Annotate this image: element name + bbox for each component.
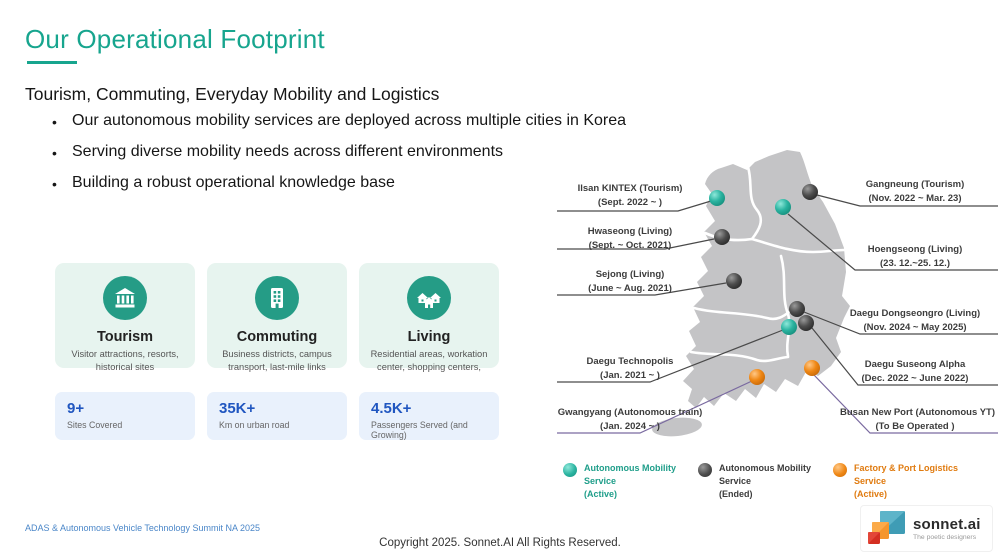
stat-km: 35K+ Km on urban road: [207, 392, 347, 440]
stat-boxes: 9+ Sites Covered 35K+ Km on urban road 4…: [55, 392, 499, 440]
korea-landmass: [652, 150, 850, 437]
active-marker-icon: [563, 463, 577, 477]
logo-name: sonnet.ai: [913, 516, 981, 533]
ended-marker-icon: [698, 463, 712, 477]
service-cards: Tourism Visitor attractions, resorts, hi…: [55, 263, 499, 372]
marker-ilsan-kintex[interactable]: [709, 190, 725, 206]
event-name: ADAS & Autonomous Vehicle Technology Sum…: [25, 523, 260, 533]
stat-value: 35K+: [219, 400, 256, 417]
card-commuting: Commuting Business districts, campus tra…: [207, 263, 347, 372]
site-markers: [709, 184, 820, 385]
marker-hoengseong[interactable]: [775, 199, 791, 215]
leader-daegu-suseong: [811, 327, 998, 386]
leader-hwaseong: [557, 238, 715, 250]
stat-value: 9+: [67, 400, 85, 417]
leader-lines: [557, 194, 998, 386]
leader-sejong: [557, 282, 727, 296]
site-label-hwaseong: Hwaseong (Living) (Sept. ~ Oct. 2021): [587, 226, 673, 251]
site-label-hoengseong: Hoengseong (Living) (23. 12.~25. 12.): [867, 244, 963, 269]
province-borders: [689, 165, 846, 363]
stat-label: Sites Covered: [67, 420, 123, 430]
jeju-island: [652, 417, 702, 437]
subtitle: Tourism, Commuting, Everyday Mobility an…: [25, 84, 440, 104]
korea-map-panel: Ilsan KINTEX (Tourism) (Sept. 2022 ~ ) Hw…: [555, 140, 1000, 460]
marker-hwaseong[interactable]: [714, 229, 730, 245]
legend-item-logistics: Factory & Port Logistics Service (Active…: [833, 462, 968, 501]
stat-value: 4.5K+: [371, 400, 412, 417]
logo-tagline: The poetic designers: [913, 534, 977, 541]
site-label-busan: Busan New Port (Autonomous YT) (To Be Ope…: [840, 407, 995, 432]
marker-daegu-suseong[interactable]: [798, 315, 814, 331]
legend-item-ended: Autonomous Mobility Service (Ended): [698, 462, 833, 501]
logistics-marker-icon: [833, 463, 847, 477]
card-living: Living Residential areas, workation cent…: [359, 263, 499, 372]
marker-gwangyang[interactable]: [749, 369, 765, 385]
stat-passengers: 4.5K+ Passengers Served (and Growing): [359, 392, 499, 440]
card-title: Living: [407, 329, 451, 345]
office-building-icon: [255, 276, 299, 320]
leader-ilsan: [557, 200, 712, 212]
marker-sejong[interactable]: [726, 273, 742, 289]
marker-busan-new-port[interactable]: [804, 360, 820, 376]
site-label-sejong: Sejong (Living) (June ~ Aug. 2021): [588, 269, 672, 294]
legend-item-active: Autonomous Mobility Service (Active): [563, 462, 698, 501]
map-legend: Autonomous Mobility Service (Active) Aut…: [563, 462, 968, 501]
stat-sites: 9+ Sites Covered: [55, 392, 195, 440]
site-label-daegu-dongseongro: Daegu Dongseongro (Living) (Nov. 2024 ~ M…: [849, 308, 981, 333]
houses-icon: [407, 276, 451, 320]
marker-daegu-dongseongro[interactable]: [789, 301, 805, 317]
korea-map: [557, 150, 998, 437]
card-desc: Residential areas, workation center, sho…: [370, 349, 488, 372]
bullet-text: Building a robust operational knowledge …: [72, 174, 395, 191]
bullet-text: Our autonomous mobility services are dep…: [72, 112, 627, 129]
leader-gwangyang: [557, 380, 753, 434]
bullet-text: Serving diverse mobility needs across di…: [72, 143, 504, 160]
site-label-ilsan: Ilsan KINTEX (Tourism) (Sept. 2022 ~ ): [577, 183, 683, 208]
stat-label: Passengers Served (and Growing): [371, 420, 468, 440]
marker-daegu-technopolis[interactable]: [781, 319, 797, 335]
sonnet-ai-logo: sonnet.ai The poetic designers: [860, 505, 993, 552]
bullet-item: • Serving diverse mobility needs across d…: [52, 143, 626, 163]
leader-hoengseong: [787, 213, 998, 271]
stat-label: Km on urban road: [219, 420, 290, 430]
bullet-list: • Our autonomous mobility services are de…: [52, 112, 626, 205]
site-label-daegu-suseong: Daegu Suseong Alpha (Dec. 2022 ~ June 202…: [861, 359, 969, 384]
logo-squares-icon: [868, 510, 905, 544]
bullet-item: • Our autonomous mobility services are de…: [52, 112, 626, 132]
site-label-daegu-technopolis: Daegu Technopolis (Jan. 2021 ~ ): [586, 356, 674, 381]
card-title: Commuting: [236, 329, 318, 345]
bullet-dot-icon: •: [52, 176, 57, 192]
museum-icon: [103, 276, 147, 320]
page-title: Our Operational Footprint: [25, 24, 325, 54]
site-label-gwangyang: Gwangyang (Autonomous train) (Jan. 2024 ~…: [557, 407, 703, 432]
copyright: Copyright 2025. Sonnet.AI All Rights Res…: [379, 537, 621, 549]
card-desc: Visitor attractions, resorts, historical…: [71, 349, 179, 372]
title-underline: [27, 61, 77, 64]
leader-daegu-technopolis: [557, 329, 784, 383]
leader-daegu-dongseongro: [803, 311, 998, 335]
bullet-dot-icon: •: [52, 145, 57, 161]
leader-gangneung: [816, 194, 998, 207]
bullet-item: • Building a robust operational knowledge…: [52, 174, 626, 194]
marker-gangneung[interactable]: [802, 184, 818, 200]
card-title: Tourism: [96, 329, 154, 345]
site-label-gangneung: Gangneung (Tourism) (Nov. 2022 ~ Mar. 23): [865, 179, 965, 204]
bullet-dot-icon: •: [52, 114, 57, 130]
card-tourism: Tourism Visitor attractions, resorts, hi…: [55, 263, 195, 372]
card-desc: Business districts, campus transport, la…: [222, 349, 332, 372]
leader-busan: [813, 374, 998, 434]
leader-lines-logistics: [557, 374, 998, 434]
